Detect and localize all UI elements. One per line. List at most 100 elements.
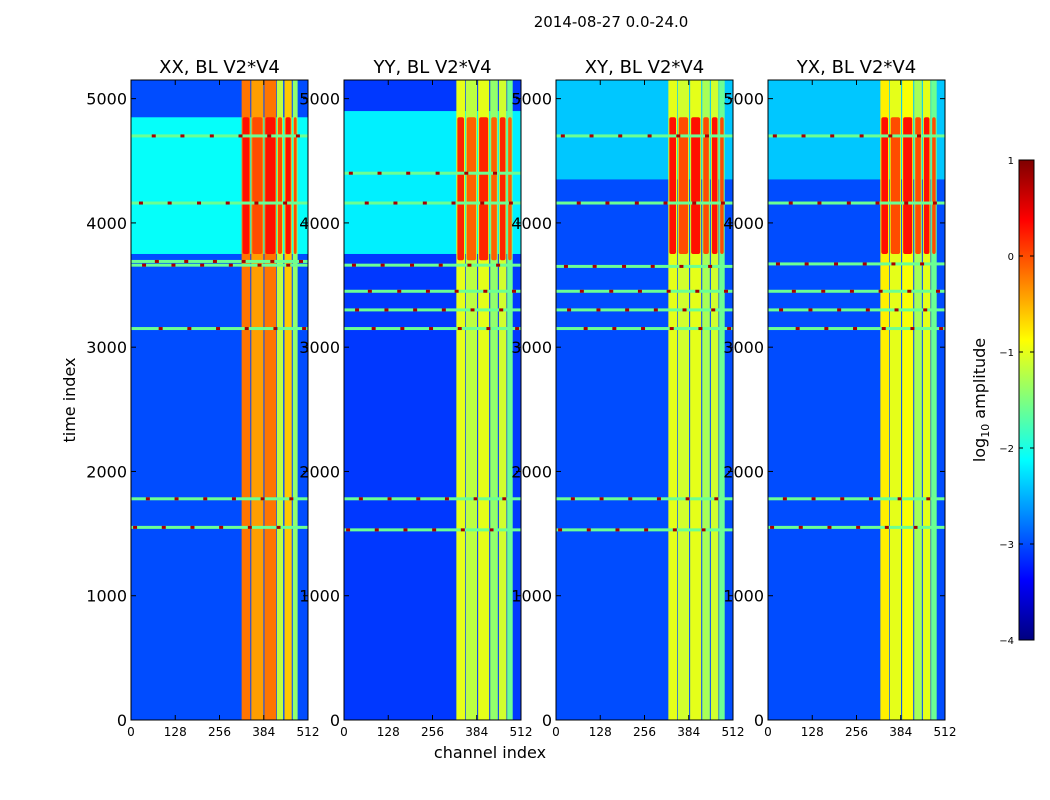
hot-block-3: [691, 117, 701, 254]
rfi-spike: [167, 201, 172, 205]
rfi-spike: [464, 171, 469, 175]
hot-block-1: [457, 117, 464, 261]
y-tick-label: 0: [542, 711, 552, 730]
rfi-spike: [371, 327, 376, 331]
rfi-spike: [834, 262, 839, 266]
rfi-spike: [270, 259, 275, 263]
rfi-spike: [724, 289, 729, 293]
rfi-spike: [920, 262, 925, 266]
rfi-spike: [138, 201, 143, 205]
band-channel-3: [478, 80, 490, 720]
rfi-spike: [827, 525, 832, 529]
rfi-spike: [286, 263, 291, 267]
rfi-spike: [489, 528, 494, 532]
rfi-spike: [377, 171, 382, 175]
y-tick-label: 1000: [511, 587, 552, 606]
panel-title: XY, BL V2*V4: [585, 57, 704, 78]
hot-block-5: [711, 117, 718, 254]
hot-block-6: [720, 117, 724, 254]
y-tick-label: 5000: [511, 90, 552, 109]
rfi-spike: [923, 308, 928, 312]
rfi-spike: [656, 497, 661, 501]
y-tick-label: 0: [330, 711, 340, 730]
rfi-row: [768, 134, 945, 138]
rfi-spike: [467, 263, 472, 267]
band-channel-5: [498, 80, 507, 720]
rfi-spike: [473, 497, 478, 501]
rfi-spike: [563, 264, 568, 268]
rfi-spike: [435, 171, 440, 175]
rfi-row: [768, 497, 945, 501]
rfi-spike: [916, 134, 921, 138]
x-tick-label: 256: [845, 725, 868, 739]
rfi-row: [131, 263, 308, 267]
y-tick-label: 3000: [86, 338, 127, 357]
x-tick-label: 128: [377, 725, 400, 739]
rfi-spike: [612, 327, 617, 331]
rfi-spike: [416, 497, 421, 501]
hot-block-4: [491, 117, 497, 261]
hot-block-1: [242, 117, 250, 254]
panel-3: XY, BL V2*V4 0 128 256 384 512 0 1000 2000 3000 40…: [511, 57, 744, 739]
rfi-spike: [302, 327, 307, 331]
panel-title: XX, BL V2*V4: [159, 57, 280, 78]
rfi-spike: [492, 171, 497, 175]
rfi-spike: [508, 201, 513, 205]
rfi-spike: [720, 201, 725, 205]
colorbar-tick-label: 0: [1008, 252, 1014, 263]
rfi-spike: [634, 201, 639, 205]
hot-block-6: [508, 117, 512, 261]
x-tick-label: 256: [208, 725, 231, 739]
y-tick-label: 5000: [723, 90, 764, 109]
rfi-spike: [644, 528, 649, 532]
rfi-row: [556, 289, 733, 293]
rfi-spike: [808, 308, 813, 312]
rfi-spike: [203, 497, 208, 501]
x-tick-label: 0: [764, 725, 772, 739]
rfi-spike: [775, 262, 780, 266]
rfi-row: [556, 497, 733, 501]
rfi-spike: [219, 525, 224, 529]
rfi-spike: [599, 497, 604, 501]
band-channel-4: [276, 80, 284, 720]
rfi-spike: [788, 201, 793, 205]
hot-block-6: [293, 117, 297, 254]
rfi-spike: [454, 289, 459, 293]
rfi-spike: [154, 259, 159, 263]
band-channel-6: [931, 80, 937, 720]
hot-block-1: [669, 117, 676, 254]
rfi-spike: [470, 308, 475, 312]
rfi-spike: [364, 201, 369, 205]
rfi-spike: [276, 525, 281, 529]
rfi-spike: [451, 201, 456, 205]
colorbar: 10−1−2−3−4 log10 amplitude: [970, 156, 1035, 647]
rfi-spike: [926, 497, 931, 501]
rfi-spike: [254, 201, 259, 205]
rfi-spike: [830, 134, 835, 138]
colorbar-tick-label: −1: [999, 348, 1014, 359]
rfi-spike: [628, 497, 633, 501]
rfi-spike: [273, 327, 278, 331]
rfi-spike: [685, 497, 690, 501]
rfi-spike: [868, 497, 873, 501]
y-axis-label: time index: [60, 357, 79, 442]
rfi-spike: [704, 134, 709, 138]
rfi-spike: [358, 497, 363, 501]
rfi-spike: [698, 327, 703, 331]
rfi-spike: [801, 134, 806, 138]
colorbar-label-sub: 10: [979, 424, 992, 438]
rfi-spike: [817, 201, 822, 205]
rfi-spike: [145, 497, 150, 501]
y-tick-label: 3000: [299, 338, 340, 357]
rfi-spike: [856, 525, 861, 529]
rfi-spike: [881, 327, 886, 331]
x-axis-label: channel index: [434, 743, 546, 762]
rfi-spike: [596, 308, 601, 312]
colorbar-label: log10 amplitude: [970, 338, 992, 462]
panel-title: YX, BL V2*V4: [796, 57, 916, 78]
x-tick-label: 128: [589, 725, 612, 739]
rfi-spike: [225, 201, 230, 205]
rfi-spike: [589, 134, 594, 138]
colorbar-tick-label: −2: [999, 444, 1014, 455]
